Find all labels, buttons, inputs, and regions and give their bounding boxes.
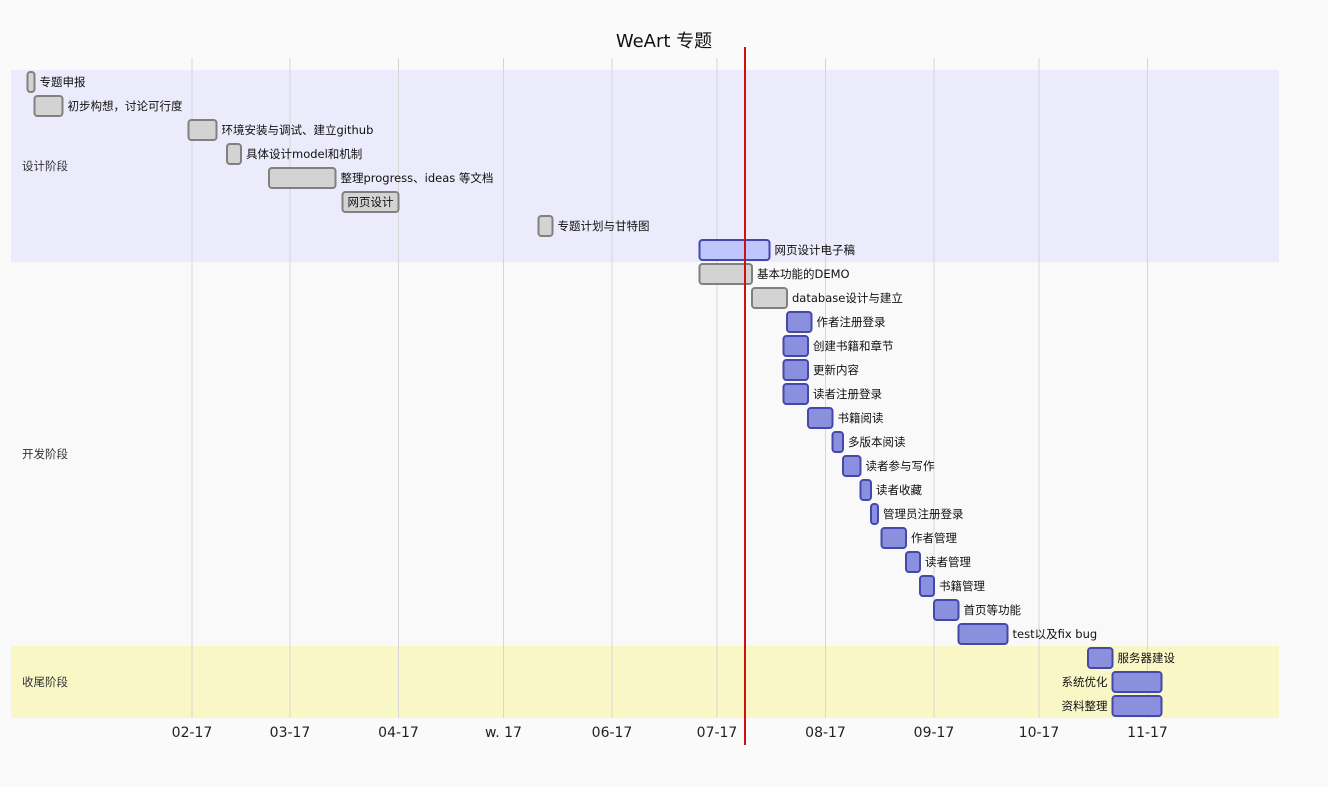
task-label: 书籍阅读 xyxy=(838,411,884,425)
section-label: 设计阶段 xyxy=(22,159,68,173)
task-bar xyxy=(782,335,809,357)
task-label: 创建书籍和章节 xyxy=(813,339,894,353)
task-bar xyxy=(831,431,844,453)
task-label: 作者注册登录 xyxy=(817,315,886,329)
task-bar xyxy=(919,575,935,597)
task-label: 服务器建设 xyxy=(1118,651,1176,665)
task-label: 作者管理 xyxy=(911,531,957,545)
task-bar xyxy=(698,263,753,285)
task-label: 读者参与写作 xyxy=(866,459,935,473)
x-tick-label: 04-17 xyxy=(378,725,419,741)
task-bar xyxy=(341,191,400,213)
task-bar xyxy=(782,359,809,381)
task-bar xyxy=(226,143,242,165)
task-label: 资料整理 xyxy=(1062,699,1108,713)
task-label: test以及fix bug xyxy=(1013,627,1098,641)
task-label: 网页设计 xyxy=(348,195,394,209)
task-bar xyxy=(933,599,960,621)
task-bar xyxy=(786,311,813,333)
task-bar xyxy=(26,71,36,93)
x-axis: 02-17 03-17 04-17 w. 17 06-17 07-17 08-17 09-17… xyxy=(172,725,1168,741)
section-band xyxy=(11,70,1279,262)
task-label: 初步构想，讨论可行度 xyxy=(68,99,183,113)
task-bar xyxy=(807,407,834,429)
task-bar xyxy=(1087,647,1114,669)
x-tick-label: 06-17 xyxy=(592,725,633,741)
task-label: 多版本阅读 xyxy=(848,435,906,449)
task-label: 读者收藏 xyxy=(876,483,922,497)
x-tick-label: 03-17 xyxy=(270,725,311,741)
task-label: 书籍管理 xyxy=(939,579,985,593)
x-tick-label: 08-17 xyxy=(805,725,846,741)
x-tick-label: 07-17 xyxy=(697,725,738,741)
task-label: 专题计划与甘特图 xyxy=(558,219,650,233)
task-bar xyxy=(187,119,218,141)
task-label: 具体设计model和机制 xyxy=(246,147,362,161)
task-bar xyxy=(859,479,872,501)
section-label: 开发阶段 xyxy=(22,447,68,461)
task-bar xyxy=(905,551,921,573)
task-label: 网页设计电子稿 xyxy=(775,243,856,257)
task-label: 系统优化 xyxy=(1062,675,1108,689)
task-bar xyxy=(870,503,879,525)
task-label: 更新内容 xyxy=(813,363,859,377)
task-label: 环境安装与调试、建立github xyxy=(222,123,374,137)
task-label: 整理progress、ideas 等文档 xyxy=(341,171,494,185)
task-label: 首页等功能 xyxy=(964,603,1022,617)
section-band xyxy=(11,646,1279,718)
task-bar xyxy=(1111,695,1163,717)
x-tick-label: 10-17 xyxy=(1019,725,1060,741)
x-tick-label: 11-17 xyxy=(1127,725,1168,741)
task-label: 读者注册登录 xyxy=(813,387,882,401)
task-bar xyxy=(537,215,554,237)
task-bar xyxy=(33,95,64,117)
task-bar xyxy=(880,527,907,549)
task-bar xyxy=(957,623,1009,645)
task-bar xyxy=(751,287,788,309)
grid-lines xyxy=(191,58,1148,718)
task-label: 基本功能的DEMO xyxy=(757,267,850,281)
x-tick-label: 02-17 xyxy=(172,725,213,741)
task-label: 专题申报 xyxy=(40,75,86,89)
task-label: 读者管理 xyxy=(925,555,971,569)
section-label: 收尾阶段 xyxy=(22,675,68,689)
task-bar xyxy=(1111,671,1163,693)
x-tick-label: w. 17 xyxy=(485,725,522,741)
x-tick-label: 09-17 xyxy=(914,725,955,741)
task-bar xyxy=(842,455,862,477)
task-label: database设计与建立 xyxy=(792,291,903,305)
task-bar xyxy=(698,239,771,261)
chart-title: WeArt 专题 xyxy=(616,31,712,52)
task-bar xyxy=(782,383,809,405)
task-bar xyxy=(268,167,337,189)
section-band xyxy=(11,262,1279,646)
task-bars xyxy=(26,71,1163,717)
task-label: 管理员注册登录 xyxy=(883,507,964,521)
